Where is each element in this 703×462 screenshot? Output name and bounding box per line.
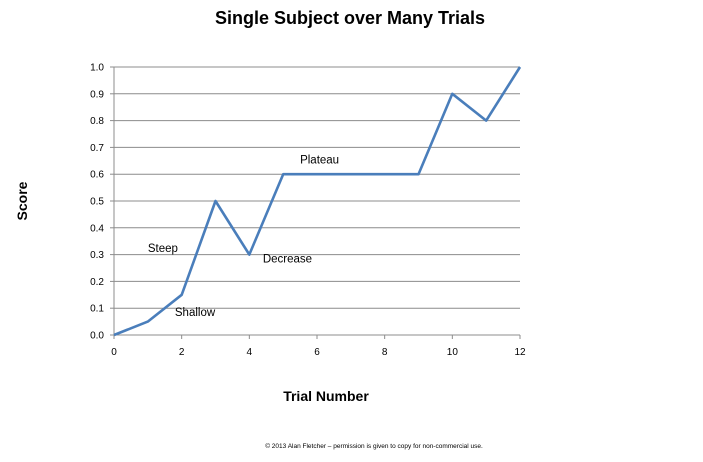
axes [110,66,521,339]
chart-title: Single Subject over Many Trials [215,8,485,28]
y-tick-label: 0.1 [90,304,104,315]
y-axis-title: Score [14,181,30,220]
annotation-plateau: Plateau [300,154,339,166]
y-tick-label: 0.3 [90,250,104,261]
x-tick-label: 2 [179,347,185,358]
annotation-decrease: Decrease [263,254,312,266]
y-tick-label: 0.8 [90,116,104,127]
x-tick-label: 4 [247,347,253,358]
y-tick-labels: 0.0 0.1 0.2 0.3 0.4 0.5 0.6 0.7 0.8 0.9 1.0 [90,63,104,342]
grid-lines [114,66,520,309]
y-tick-label: 0.0 [90,331,104,342]
x-tick-labels: 0 2 4 6 8 10 12 [111,347,526,358]
series-line-0 [113,66,522,337]
x-tick-label: 8 [382,347,388,358]
x-tick-label: 10 [447,347,459,358]
x-tick-label: 6 [314,347,320,358]
x-tick-label: 0 [111,347,117,358]
y-tick-label: 0.2 [90,277,104,288]
y-tick-label: 0.6 [90,170,104,181]
y-tick-label: 0.7 [90,143,104,154]
annotations: Steep Shallow Decrease Plateau [148,154,339,319]
y-tick-label: 0.9 [90,89,104,100]
annotation-shallow: Shallow [175,307,216,319]
x-axis-title: Trial Number [283,388,369,404]
x-tick-label: 12 [514,347,526,358]
series-layer [113,66,522,337]
annotation-steep: Steep [148,243,178,255]
y-tick-label: 0.4 [90,223,104,234]
y-tick-label: 0.5 [90,197,104,208]
y-tick-label: 1.0 [90,63,104,74]
copyright-footer: © 2013 Alan Fletcher – permission is giv… [265,442,483,450]
